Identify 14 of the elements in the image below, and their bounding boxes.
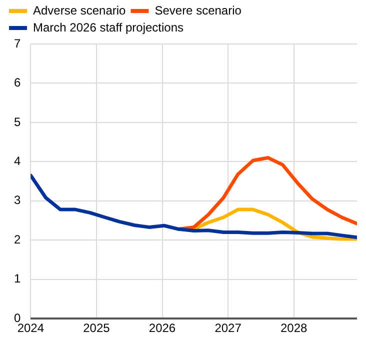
- y-tick-label: 4: [14, 154, 21, 168]
- y-tick-label: 7: [14, 36, 21, 50]
- x-tick-label: 2028: [280, 321, 308, 336]
- legend-label: Adverse scenario: [33, 3, 126, 18]
- legend-label: March 2026 staff projections: [33, 20, 184, 34]
- y-tick-label: 6: [14, 76, 21, 90]
- y-tick-label: 3: [14, 193, 21, 208]
- x-tick-label: 2026: [148, 321, 176, 336]
- x-tick-label: 2025: [83, 321, 110, 336]
- legend-label: Severe scenario: [154, 3, 242, 18]
- y-tick-label: 2: [14, 232, 21, 246]
- y-tick-label: 5: [14, 114, 21, 129]
- y-tick-label: 1: [14, 272, 21, 286]
- x-tick-label: 2027: [214, 321, 242, 336]
